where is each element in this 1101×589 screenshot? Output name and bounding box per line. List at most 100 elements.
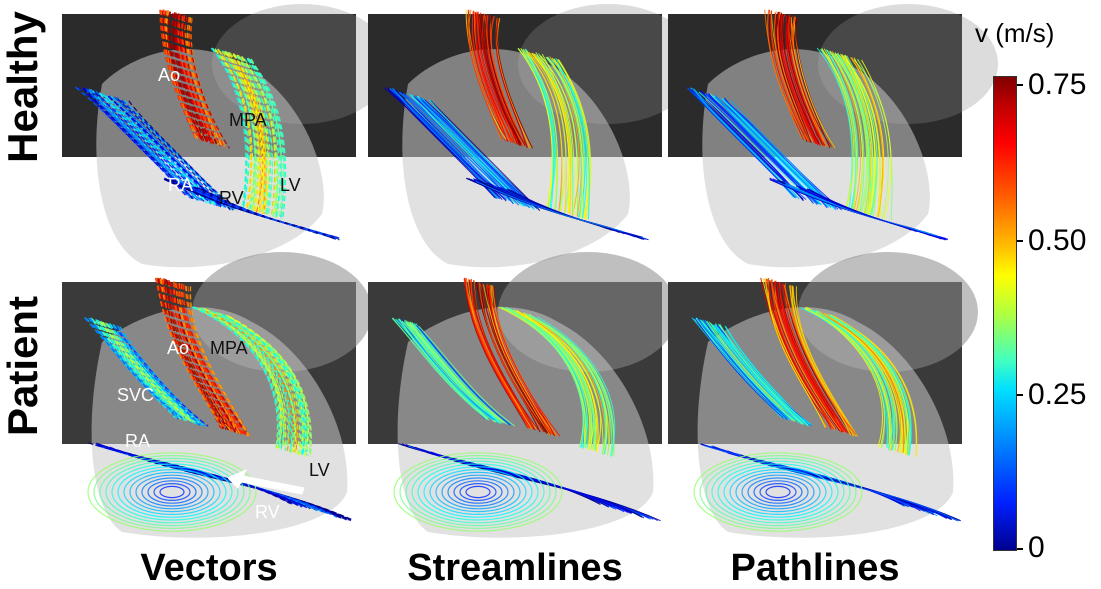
flow-line [778, 282, 847, 433]
flow-line [224, 315, 308, 457]
flow-line [771, 280, 842, 431]
flow-line [229, 52, 262, 213]
flow-line [218, 49, 252, 210]
flow-line [169, 281, 236, 432]
flow-line [232, 53, 265, 214]
panel-patient-vectors [62, 252, 372, 547]
colorbar-tick-label-025: 0.25 [1028, 378, 1087, 411]
flow-line [186, 18, 231, 149]
flow-line [706, 320, 794, 422]
annotation-healthy-mpa: MPA [229, 110, 267, 130]
flow-line [770, 279, 835, 430]
flow-line [224, 316, 312, 457]
flow-line [430, 100, 541, 211]
annotation-patient-rv: RV [255, 502, 280, 522]
flow-line [167, 11, 208, 143]
flow-line [99, 321, 193, 423]
flow-line [172, 12, 206, 143]
row-label-patient: Patient [0, 295, 46, 437]
flow-line [409, 322, 504, 424]
vortex-ring [465, 485, 491, 499]
flow-line [829, 51, 864, 212]
vortex-ring [759, 483, 797, 502]
flow-line [178, 284, 245, 435]
flow-line [221, 51, 261, 213]
flow-line [100, 320, 187, 422]
vortex-ring [423, 466, 533, 518]
vortex-ring [93, 455, 251, 530]
flow-line [101, 93, 212, 205]
flow-line [820, 311, 902, 453]
flow-line [805, 308, 891, 449]
flow-visualization [368, 252, 678, 538]
vortex-ring [711, 460, 845, 524]
flow-line [531, 52, 570, 214]
flow-line [234, 53, 268, 215]
flow-line [846, 55, 878, 216]
annotation-healthy-rv: RV [219, 188, 244, 208]
vortex-ring [723, 466, 833, 518]
panel-healthy-vectors [62, 4, 392, 279]
flow-visualization [368, 4, 698, 268]
flow-line [478, 282, 544, 433]
flow-line [787, 15, 824, 146]
annotation-healthy-lv: LV [280, 175, 301, 195]
colorbar-tick [1017, 84, 1023, 86]
flow-line [96, 319, 186, 421]
flow-line [775, 11, 810, 143]
flow-line [92, 318, 183, 420]
vortex-ring [87, 452, 257, 532]
flow-line [703, 445, 910, 507]
vortex-ring [417, 463, 539, 521]
vortex-ring [747, 477, 809, 507]
flow-line [181, 283, 241, 435]
flow-line [197, 307, 285, 449]
flow-line [104, 322, 194, 424]
flow-line [173, 281, 233, 432]
flow-line [209, 310, 291, 452]
flow-line [770, 10, 810, 142]
flow-line [488, 284, 552, 435]
flow-line [174, 13, 210, 144]
panel-healthy-streamlines [368, 4, 698, 279]
vortex-ring [729, 469, 827, 516]
flow-line [221, 314, 305, 456]
flow-line [237, 55, 273, 217]
flow-line [115, 324, 201, 426]
flow-line [84, 317, 183, 419]
flow-line [783, 284, 857, 436]
flow-line [109, 323, 197, 425]
flow-line [405, 321, 500, 423]
flow-line [525, 49, 557, 210]
flow-line [774, 11, 809, 142]
flow-line [197, 188, 341, 240]
annotation-patient-ao: Ao [167, 338, 190, 358]
flow-line [464, 278, 531, 429]
flow-line [187, 17, 225, 148]
flow-line [505, 306, 584, 448]
flow-line [95, 319, 182, 420]
flow-line [842, 55, 881, 217]
flow-line [473, 280, 536, 431]
flow-line [507, 309, 596, 451]
flow-line [478, 12, 512, 143]
flow-visualization [668, 4, 998, 268]
flow-visualization [62, 252, 372, 538]
flow-visualization [668, 252, 978, 538]
flow-line [109, 446, 303, 508]
flow-line [828, 314, 911, 456]
flow-line [171, 12, 203, 143]
flow-line [475, 11, 509, 142]
column-label-vectors: Vectors [140, 547, 278, 589]
vortex-ring [753, 480, 803, 504]
flow-line [205, 310, 295, 452]
flow-line [89, 317, 178, 419]
flow-line [719, 324, 809, 426]
vortex-ring [717, 463, 839, 521]
flow-line [218, 313, 301, 454]
flow-line [164, 10, 197, 141]
flow-line [218, 313, 304, 455]
colorbar-title: v (m/s) [975, 18, 1055, 48]
flow-line [397, 319, 494, 421]
flow-line [526, 313, 607, 455]
